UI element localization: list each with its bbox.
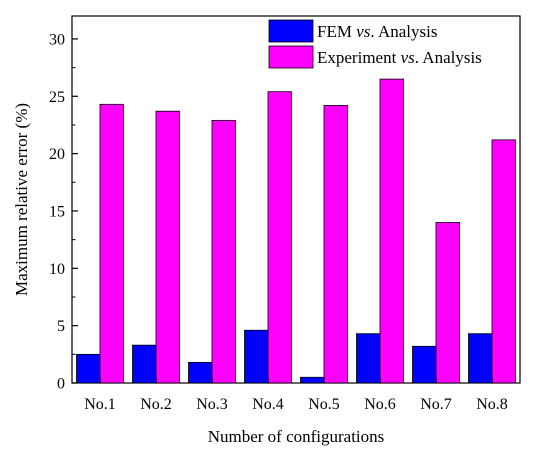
y-tick-label: 10 bbox=[49, 261, 65, 278]
bar-experiment-no1 bbox=[99, 103, 124, 384]
bar-fem-no7 bbox=[412, 345, 437, 384]
bar-fem-no3 bbox=[188, 361, 213, 384]
bar-fem-no5 bbox=[300, 376, 325, 384]
axes: 0 5 10 15 20 25 30 No.1 No.2 No.3 No.4 No.5 No.6 No.7… bbox=[49, 31, 508, 413]
bar-experiment-no7 bbox=[435, 222, 460, 384]
labels: Number of configurations Maximum relativ… bbox=[12, 103, 384, 446]
x-tick-label: No.7 bbox=[420, 396, 452, 413]
legend-label-part: FEM bbox=[317, 22, 356, 41]
y-axis-title: Maximum relative error (%) bbox=[12, 103, 31, 296]
legend-label-part: vs bbox=[401, 48, 416, 67]
bar-experiment-no6 bbox=[379, 78, 404, 384]
x-tick-label: No.4 bbox=[252, 396, 284, 413]
bar-experiment-no8 bbox=[491, 139, 516, 384]
y-tick-label: 15 bbox=[49, 203, 65, 220]
x-tick-label: No.8 bbox=[476, 396, 508, 413]
x-tick-label: No.2 bbox=[140, 396, 172, 413]
legend-label-experiment: Experiment vs. Analysis bbox=[317, 48, 482, 67]
bar-fem-no2 bbox=[132, 344, 157, 384]
plot-frame bbox=[71, 15, 521, 384]
legend-label-part: . Analysis bbox=[370, 22, 437, 41]
x-axis-title: Number of configurations bbox=[208, 427, 385, 446]
legend-label-part: vs bbox=[356, 22, 371, 41]
y-tick-label: 0 bbox=[57, 376, 65, 393]
bar-fem-no8 bbox=[468, 333, 493, 384]
bar-experiment-no5 bbox=[323, 105, 348, 384]
bar-experiment-no2 bbox=[155, 110, 180, 384]
bar-fem-no6 bbox=[356, 333, 381, 384]
legend-swatch-fem bbox=[268, 19, 314, 43]
bar-experiment-no4 bbox=[267, 91, 292, 384]
x-tick-label: No.3 bbox=[196, 396, 228, 413]
y-tick-label: 25 bbox=[49, 89, 65, 106]
legend-label-part: Experiment bbox=[317, 48, 401, 67]
x-tick-label: No.6 bbox=[364, 396, 396, 413]
x-tick-label: No.1 bbox=[84, 396, 116, 413]
plot-area bbox=[71, 15, 521, 384]
bars bbox=[76, 78, 516, 384]
legend-label-fem: FEM vs. Analysis bbox=[317, 22, 437, 41]
bar-fem-no4 bbox=[244, 329, 269, 384]
bar-experiment-no3 bbox=[211, 119, 236, 384]
y-tick-label: 30 bbox=[49, 31, 65, 48]
bar-fem-no1 bbox=[76, 353, 101, 384]
y-tick-label: 20 bbox=[49, 146, 65, 163]
x-tick-label: No.5 bbox=[308, 396, 340, 413]
legend-swatch-experiment bbox=[268, 45, 314, 69]
legend-label-part: . Analysis bbox=[415, 48, 482, 67]
y-tick-label: 5 bbox=[57, 318, 65, 335]
